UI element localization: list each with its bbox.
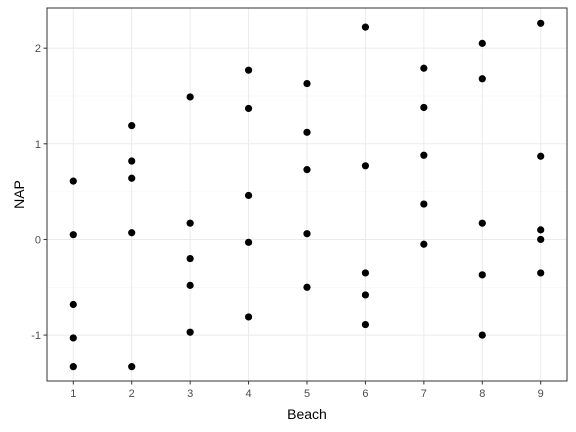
x-tick-label: 4 (246, 388, 252, 400)
data-point (478, 39, 486, 47)
data-point (128, 174, 136, 182)
axes: 1 2 3 4 5 6 7 8 9 -1 0 1 2 (31, 43, 544, 400)
y-tick-label: -1 (31, 330, 41, 342)
data-point (186, 219, 194, 227)
data-point (69, 177, 77, 185)
y-axis-title: NAP (11, 180, 27, 209)
x-tick-label: 7 (421, 388, 427, 400)
data-point (420, 240, 428, 248)
data-point (128, 122, 136, 130)
data-point (69, 334, 77, 342)
data-point (303, 230, 311, 238)
x-tick-label: 5 (304, 388, 310, 400)
data-point (537, 152, 545, 160)
data-point (128, 157, 136, 165)
data-point (244, 313, 253, 321)
data-point (478, 271, 486, 279)
data-point (537, 269, 545, 277)
data-point (244, 191, 253, 200)
data-point (537, 19, 545, 27)
x-tick-label: 3 (187, 388, 193, 400)
data-point (478, 331, 486, 339)
data-point (420, 151, 428, 159)
data-point (244, 104, 253, 113)
data-point (420, 200, 428, 208)
x-axis-title: Beach (287, 406, 327, 422)
data-point (186, 93, 194, 101)
data-point (361, 162, 370, 170)
grid (47, 8, 567, 381)
points-layer (69, 19, 545, 371)
data-point (128, 363, 136, 371)
data-point (186, 254, 194, 263)
data-point (186, 328, 194, 336)
data-point (244, 66, 253, 74)
data-point (478, 219, 486, 227)
x-tick-label: 2 (129, 388, 135, 400)
data-point (537, 226, 545, 234)
x-tick-label: 6 (362, 388, 368, 400)
x-tick-label: 8 (479, 388, 485, 400)
data-point (69, 363, 77, 371)
data-point (303, 166, 311, 174)
data-point (537, 235, 545, 244)
data-point (478, 75, 486, 83)
data-point (361, 291, 370, 299)
data-point (303, 79, 311, 88)
x-tick-label: 1 (70, 388, 76, 400)
x-tick-label: 9 (538, 388, 544, 400)
data-point (186, 281, 194, 289)
data-point (303, 128, 311, 136)
data-point (69, 231, 77, 239)
data-point (69, 300, 77, 309)
data-point (244, 238, 253, 246)
y-tick-label: 2 (35, 43, 41, 55)
data-point (128, 229, 136, 237)
data-point (303, 283, 311, 291)
y-tick-label: 0 (35, 234, 41, 246)
y-tick-label: 1 (35, 139, 41, 151)
data-point (420, 64, 428, 72)
data-point (420, 103, 428, 112)
data-point (361, 23, 370, 31)
data-point (361, 269, 370, 277)
data-point (361, 320, 370, 329)
